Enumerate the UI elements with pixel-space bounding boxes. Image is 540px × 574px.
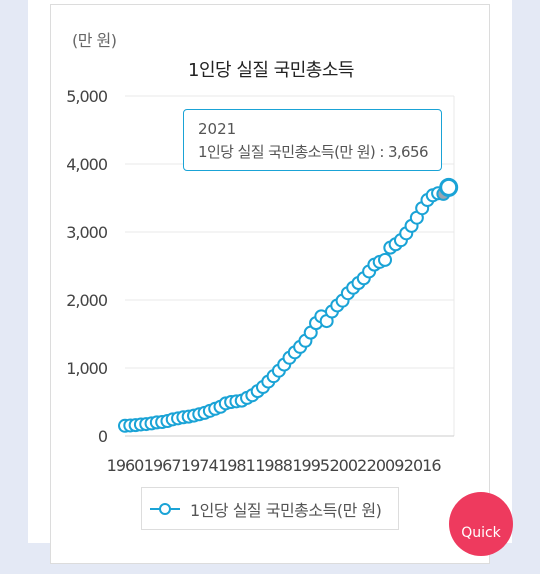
tooltip-year: 2021 (198, 120, 237, 138)
y-tick-label: 5,000 (66, 87, 108, 106)
x-tick-label: 1981 (218, 456, 255, 475)
y-axis-tick-labels: 0 1,000 2,000 3,000 4,000 5,000 (66, 87, 109, 446)
series-line (124, 186, 450, 427)
x-tick-label: 2002 (330, 456, 367, 475)
series-line-path (124, 186, 450, 427)
y-tick-label: 1,000 (66, 359, 108, 378)
x-tick-label: 1967 (144, 456, 181, 475)
legend-series-icon (150, 502, 180, 515)
y-tick-label: 2,000 (66, 291, 108, 310)
tooltip-value: 1인당 실질 국민총소득(만 원) : 3,656 (198, 143, 428, 161)
chart-card (50, 4, 490, 564)
y-tick-label: 3,000 (66, 223, 108, 242)
unit-label: (만 원) (72, 31, 117, 50)
x-tick-label: 1974 (181, 456, 219, 475)
y-tick-label: 0 (98, 427, 108, 446)
chart-tooltip: 2021 1인당 실질 국민총소득(만 원) : 3,656 (183, 109, 442, 171)
data-point[interactable] (439, 177, 459, 197)
series-points[interactable] (118, 177, 459, 433)
x-tick-label: 2009 (367, 456, 405, 475)
chart-legend[interactable]: 1인당 실질 국민총소득(만 원) (141, 487, 399, 530)
data-point[interactable] (378, 252, 393, 267)
quick-menu-button[interactable]: Quick (449, 492, 513, 556)
x-tick-label: 1960 (107, 456, 145, 475)
y-tick-label: 4,000 (66, 155, 108, 174)
chart-title: 1인당 실질 국민총소득 (188, 60, 354, 81)
grid-lines (125, 95, 455, 437)
x-tick-label: 1988 (255, 456, 293, 475)
legend-label: 1인당 실질 국민총소득(만 원) (190, 500, 382, 520)
x-axis-tick-labels: 1960 1967 1974 1981 1988 1995 2002 2009 2016 (107, 456, 443, 475)
x-tick-label: 2016 (404, 456, 442, 475)
x-tick-label: 1995 (292, 456, 329, 475)
